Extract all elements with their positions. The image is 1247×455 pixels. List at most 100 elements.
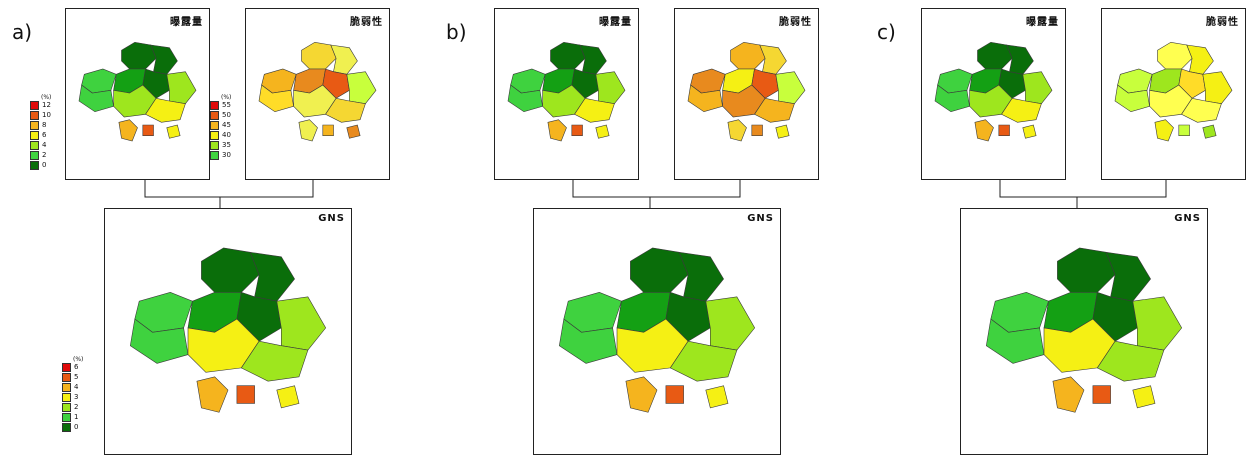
map-region (196, 376, 229, 413)
legend-swatch (62, 413, 71, 422)
map-region (301, 41, 337, 70)
map-title: GNS (747, 213, 774, 224)
panel-label-b: b) (446, 20, 467, 44)
legend-swatch (62, 373, 71, 382)
map-region (775, 71, 806, 105)
map-box-a-exposure: 曝露量 (65, 8, 210, 180)
choropleth-map (78, 41, 197, 142)
legend-label: 2 (42, 151, 47, 159)
map-box-b-exposure: 曝露量 (494, 8, 639, 180)
legend-swatch (30, 121, 39, 130)
map-region (547, 119, 567, 142)
map-region (571, 124, 583, 136)
map-region (236, 385, 255, 404)
legend-gns: (%) 6 5 4 3 2 1 0 (62, 356, 107, 451)
map-title: 脆弱性 (779, 17, 812, 28)
legend-unit: (%) (73, 356, 84, 363)
legend-unit: (%) (41, 94, 52, 101)
map-region (550, 41, 586, 70)
map-region (1057, 247, 1116, 293)
map-region (201, 247, 260, 293)
map-region (1132, 385, 1156, 409)
legend-label: 8 (42, 121, 47, 129)
map-region (625, 376, 658, 413)
map-region (751, 124, 763, 136)
choropleth-map (558, 247, 756, 413)
legend-swatch (30, 151, 39, 160)
map-title: GNS (1174, 213, 1201, 224)
map-region (630, 247, 689, 293)
map-region (730, 41, 766, 70)
choropleth-map (687, 41, 806, 142)
map-title: 曝露量 (170, 17, 203, 28)
legend-label: 45 (222, 121, 231, 129)
legend-swatch (62, 393, 71, 402)
legend-vulnerability: (%) 55 50 45 40 35 30 (210, 94, 250, 164)
map-region (325, 97, 366, 123)
choropleth-map (507, 41, 626, 142)
map-region (240, 340, 309, 382)
choropleth-map (129, 247, 327, 413)
map-box-c-vulnerability: 脆弱性 (1101, 8, 1246, 180)
legend-swatch (30, 131, 39, 140)
legend-swatch (62, 363, 71, 372)
map-box-a-gns: GNS (104, 208, 352, 455)
map-region (754, 97, 795, 123)
map-region (166, 71, 197, 105)
map-box-a-vulnerability: 脆弱性 (245, 8, 390, 180)
legend-label: 3 (74, 393, 79, 401)
map-region (1202, 124, 1217, 139)
map-title: 曝露量 (1026, 17, 1059, 28)
map-region (121, 41, 157, 70)
legend-label: 4 (42, 141, 47, 149)
map-region (346, 71, 377, 105)
choropleth-map (1114, 41, 1233, 142)
legend-swatch (210, 121, 219, 130)
legend-swatch (30, 101, 39, 110)
legend-label: 6 (42, 131, 47, 139)
map-title: 脆弱性 (350, 17, 383, 28)
map-region (1052, 376, 1085, 413)
legend-label: 0 (74, 423, 79, 431)
legend-swatch (62, 383, 71, 392)
legend-label: 6 (74, 363, 79, 371)
legend-swatch (210, 141, 219, 150)
map-region (665, 385, 684, 404)
choropleth-map (985, 247, 1183, 413)
map-region (1154, 119, 1174, 142)
legend-label: 10 (42, 111, 51, 119)
legend-label: 12 (42, 101, 51, 109)
choropleth-map (934, 41, 1053, 142)
map-box-b-vulnerability: 脆弱性 (674, 8, 819, 180)
legend-label: 0 (42, 161, 47, 169)
map-region (118, 119, 138, 142)
map-region (322, 124, 334, 136)
legend-swatch (30, 111, 39, 120)
legend-label: 35 (222, 141, 231, 149)
map-region (166, 124, 181, 139)
legend-swatch (62, 403, 71, 412)
legend-unit: (%) (221, 94, 232, 101)
legend-label: 55 (222, 101, 231, 109)
map-region (1202, 71, 1233, 105)
legend-label: 30 (222, 151, 231, 159)
map-box-c-gns: GNS (960, 208, 1208, 455)
map-region (1001, 97, 1042, 123)
map-region (705, 296, 756, 351)
map-region (974, 119, 994, 142)
legend-label: 4 (74, 383, 79, 391)
map-region (727, 119, 747, 142)
map-region (1092, 385, 1111, 404)
map-region (595, 71, 626, 105)
map-region (1022, 71, 1053, 105)
legend-swatch (30, 141, 39, 150)
map-region (574, 97, 615, 123)
legend-label: 2 (74, 403, 79, 411)
map-title: GNS (318, 213, 345, 224)
map-box-c-exposure: 曝露量 (921, 8, 1066, 180)
map-region (977, 41, 1013, 70)
map-title: 曝露量 (599, 17, 632, 28)
map-region (595, 124, 610, 139)
legend-swatch (210, 131, 219, 140)
legend-swatch (30, 161, 39, 170)
